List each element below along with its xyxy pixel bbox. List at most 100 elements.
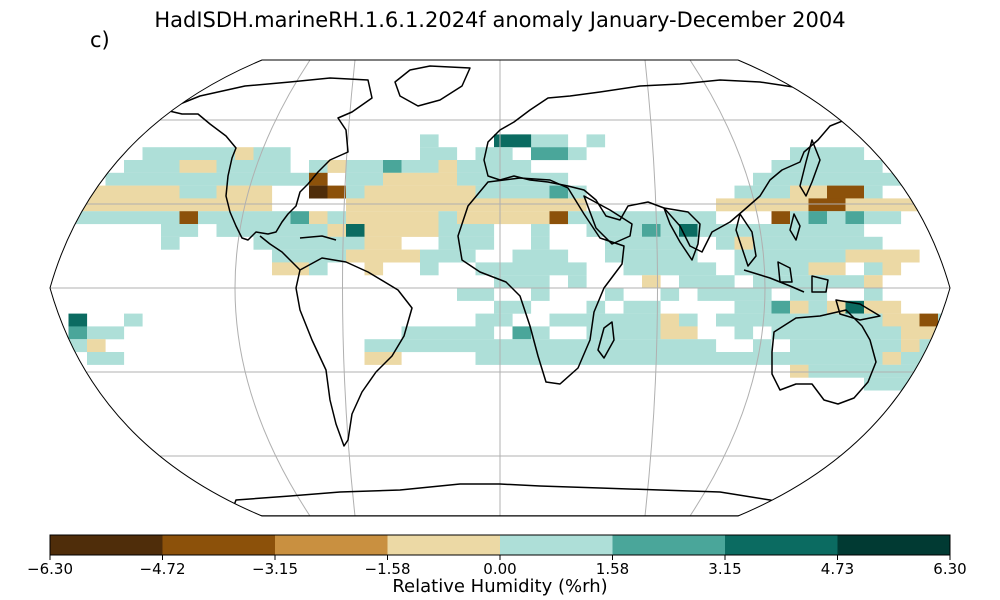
anomaly-cell — [697, 275, 717, 289]
anomaly-cell — [771, 172, 791, 186]
anomaly-cell — [475, 185, 495, 199]
colorbar-tick-label: 0.00 — [483, 560, 516, 578]
anomaly-cell — [697, 352, 717, 365]
anomaly-cell — [660, 224, 680, 237]
anomaly-cell — [161, 198, 180, 212]
anomaly-cell — [771, 160, 791, 173]
anomaly-cell — [161, 211, 180, 225]
anomaly-cell — [290, 224, 310, 237]
anomaly-cell — [716, 275, 735, 289]
anomaly-cell — [68, 326, 88, 340]
anomaly-cell — [716, 352, 735, 365]
anomaly-cell — [364, 185, 384, 199]
anomaly-cell — [216, 147, 236, 161]
anomaly-cell — [179, 185, 199, 199]
anomaly-cell — [309, 185, 328, 199]
anomaly-cell — [161, 172, 180, 186]
anomaly-cell — [438, 147, 458, 161]
anomaly-cell — [549, 339, 569, 353]
anomaly-cell — [827, 211, 846, 225]
anomaly-cell — [901, 249, 920, 263]
anomaly-cell — [512, 160, 532, 173]
anomaly-cell — [475, 198, 495, 212]
anomaly-cell — [864, 211, 883, 225]
anomaly-cell — [827, 198, 846, 212]
anomaly-cell — [771, 326, 791, 340]
anomaly-cell — [568, 339, 587, 353]
anomaly-cell — [272, 224, 291, 237]
anomaly-cell — [383, 352, 402, 365]
coastlines — [164, 65, 919, 516]
anomaly-cell — [290, 172, 310, 186]
anomaly-cell — [549, 185, 569, 199]
anomaly-cell — [253, 198, 273, 212]
anomaly-cell — [142, 211, 162, 225]
anomaly-cell — [734, 313, 754, 327]
anomaly-cell — [494, 211, 513, 225]
anomaly-cell — [864, 300, 883, 314]
anomaly-cell — [753, 313, 772, 327]
anomaly-cell — [142, 198, 162, 212]
anomaly-cell — [105, 198, 125, 212]
anomaly-cell — [401, 160, 421, 173]
anomaly-cell — [660, 262, 680, 276]
anomaly-cell — [272, 147, 291, 161]
anomaly-cell — [771, 211, 791, 225]
colorbar-ticks: −6.30 −4.72 −3.15 −1.58 0.00 1.58 3.15 4.73 6.30 — [27, 555, 967, 578]
anomaly-cell — [642, 236, 661, 250]
anomaly-cell — [346, 172, 365, 186]
anomaly-cell — [383, 198, 402, 212]
anomaly-cell — [124, 160, 143, 173]
anomaly-cell — [494, 134, 513, 148]
anomaly-cell — [512, 300, 532, 314]
anomaly-cell — [420, 134, 439, 148]
anomaly-cell — [642, 249, 661, 263]
anomaly-cell — [512, 198, 532, 212]
anomaly-cell — [864, 236, 883, 250]
anomaly-cell — [790, 172, 809, 186]
anomaly-cell — [845, 339, 865, 353]
anomaly-cell — [87, 211, 106, 225]
anomaly-cell — [438, 185, 458, 199]
anomaly-cell — [864, 160, 883, 173]
anomaly-cell — [605, 352, 624, 365]
colorbar-tick-label: 3.15 — [708, 560, 741, 578]
anomaly-cell — [549, 134, 569, 148]
anomaly-cell — [438, 224, 458, 237]
anomaly-cell — [882, 211, 902, 225]
anomaly-cell — [383, 249, 402, 263]
anomaly-cell — [235, 147, 254, 161]
anomaly-cell — [642, 339, 661, 353]
anomaly-cell — [420, 249, 439, 263]
anomaly-cell — [383, 224, 402, 237]
anomaly-cell — [401, 249, 421, 263]
anomaly-cell — [882, 326, 902, 340]
anomaly-cell — [272, 211, 291, 225]
anomaly-grid-cells — [50, 134, 950, 391]
anomaly-cell — [475, 352, 495, 365]
anomaly-cell — [364, 172, 384, 186]
anomaly-cell — [827, 160, 846, 173]
anomaly-cell — [531, 224, 550, 237]
anomaly-cell — [346, 160, 365, 173]
anomaly-cell — [105, 326, 125, 340]
anomaly-cell — [642, 224, 661, 237]
anomaly-cell — [808, 262, 828, 276]
anomaly-cell — [253, 185, 273, 199]
anomaly-cell — [845, 147, 865, 161]
anomaly-cell — [827, 326, 846, 340]
anomaly-cell — [494, 262, 513, 276]
anomaly-cell — [512, 211, 532, 225]
anomaly-cell — [124, 198, 143, 212]
graticule — [50, 60, 950, 516]
colorbar-tick-label: −6.30 — [27, 560, 73, 578]
anomaly-cell — [383, 160, 402, 173]
anomaly-cell — [568, 262, 587, 276]
anomaly-cell — [568, 275, 587, 289]
anomaly-cell — [882, 339, 902, 353]
anomaly-cell — [494, 160, 513, 173]
anomaly-cell — [105, 172, 125, 186]
anomaly-cell — [790, 249, 809, 263]
anomaly-cell — [549, 249, 569, 263]
anomaly-cell — [438, 236, 458, 250]
